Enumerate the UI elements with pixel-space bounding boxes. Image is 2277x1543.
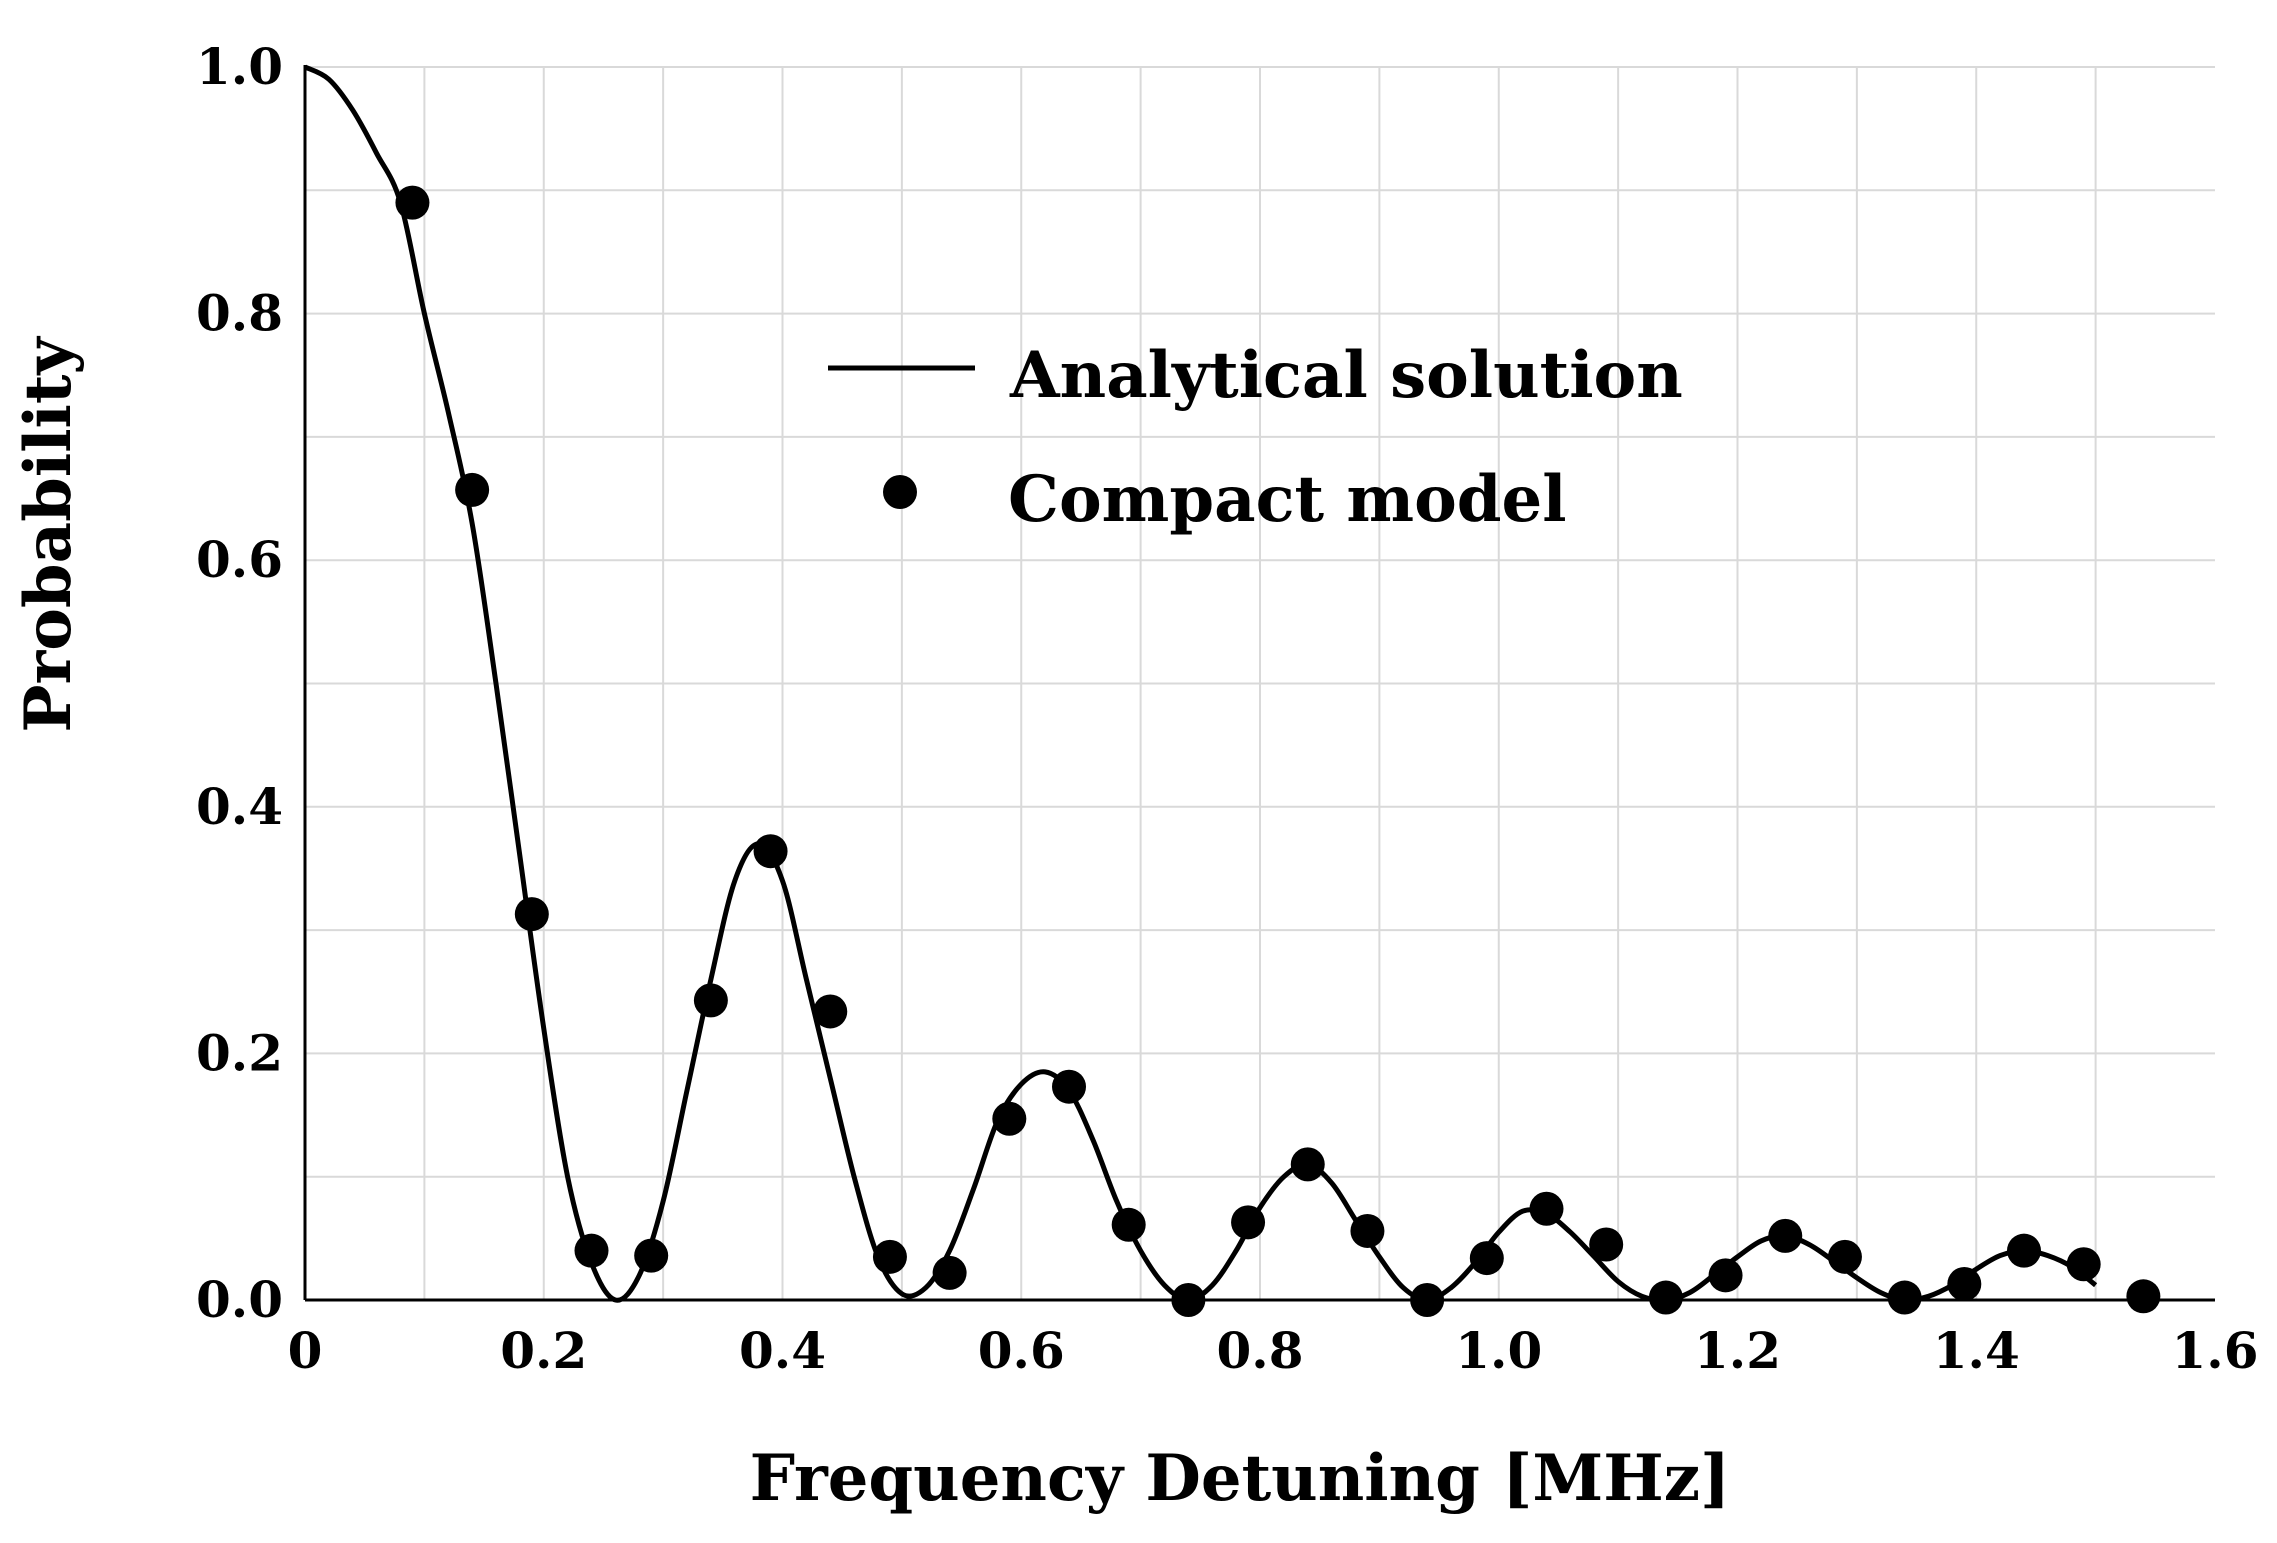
data-point-compact-model bbox=[813, 994, 848, 1029]
y-tick-label: 0.6 bbox=[196, 530, 283, 589]
data-point-compact-model bbox=[1827, 1239, 1862, 1274]
data-point-compact-model bbox=[1171, 1283, 1206, 1317]
y-tick-labels: 0.0 0.2 0.4 0.6 0.8 1.0 bbox=[196, 37, 283, 1329]
data-point-compact-model bbox=[1350, 1213, 1385, 1248]
x-tick-label: 0.6 bbox=[978, 1321, 1065, 1380]
data-point-compact-model bbox=[1648, 1280, 1683, 1315]
grid bbox=[305, 66, 2215, 1300]
data-point-compact-model bbox=[872, 1239, 907, 1274]
data-point-compact-model bbox=[693, 983, 728, 1018]
data-point-compact-model bbox=[634, 1238, 669, 1273]
data-point-compact-model bbox=[574, 1233, 609, 1268]
y-tick-label: 0.0 bbox=[196, 1270, 283, 1329]
x-tick-label: 1.4 bbox=[1933, 1321, 2020, 1380]
data-point-compact-model bbox=[1290, 1147, 1325, 1182]
data-point-compact-model bbox=[455, 472, 490, 507]
data-point-compact-model bbox=[1887, 1280, 1922, 1315]
data-point-compact-model bbox=[1947, 1266, 1982, 1301]
x-axis-title: Frequency Detuning [MHz] bbox=[750, 1441, 1731, 1516]
data-point-compact-model bbox=[1052, 1069, 1086, 1104]
data-point-compact-model bbox=[2066, 1247, 2101, 1282]
data-point-compact-model bbox=[1708, 1258, 1743, 1293]
y-tick-label: 1.0 bbox=[196, 37, 283, 96]
data-point-compact-model bbox=[1589, 1227, 1624, 1262]
data-point-compact-model bbox=[2007, 1233, 2041, 1268]
data-point-compact-model bbox=[1768, 1218, 1803, 1253]
y-axis-title: Probability bbox=[11, 336, 86, 733]
data-point-compact-model bbox=[1469, 1241, 1504, 1276]
x-tick-label: 0.2 bbox=[500, 1321, 587, 1380]
data-point-compact-model bbox=[1111, 1207, 1146, 1242]
x-tick-labels: 0 0.2 0.4 0.6 0.8 1.0 1.2 1.4 1.6 bbox=[288, 1321, 2259, 1380]
data-point-compact-model bbox=[1410, 1283, 1445, 1317]
legend-label-analytical: Analytical solution bbox=[1009, 338, 1683, 413]
data-point-compact-model bbox=[932, 1255, 967, 1290]
data-point-compact-model bbox=[1231, 1205, 1266, 1240]
x-tick-label: 0.8 bbox=[1217, 1321, 1304, 1380]
legend-label-compact: Compact model bbox=[1008, 462, 1567, 537]
x-tick-label: 1.6 bbox=[2172, 1321, 2259, 1380]
y-tick-label: 0.2 bbox=[196, 1023, 283, 1082]
data-point-compact-model bbox=[395, 185, 430, 220]
data-point-compact-model bbox=[753, 834, 788, 869]
y-tick-label: 0.4 bbox=[196, 777, 283, 836]
plot-area bbox=[303, 64, 2161, 1317]
legend-marker-swatch bbox=[883, 475, 917, 509]
x-tick-label: 0 bbox=[288, 1321, 323, 1380]
data-point-compact-model bbox=[1529, 1191, 1564, 1226]
data-point-compact-model bbox=[2126, 1279, 2161, 1314]
y-tick-label: 0.8 bbox=[196, 284, 283, 343]
data-point-compact-model bbox=[992, 1101, 1027, 1136]
x-tick-label: 1.0 bbox=[1455, 1321, 1542, 1380]
x-tick-label: 1.2 bbox=[1694, 1321, 1781, 1380]
x-tick-label: 0.4 bbox=[739, 1321, 826, 1380]
data-point-compact-model bbox=[514, 897, 549, 932]
legend: Analytical solution Compact model bbox=[828, 338, 1683, 537]
